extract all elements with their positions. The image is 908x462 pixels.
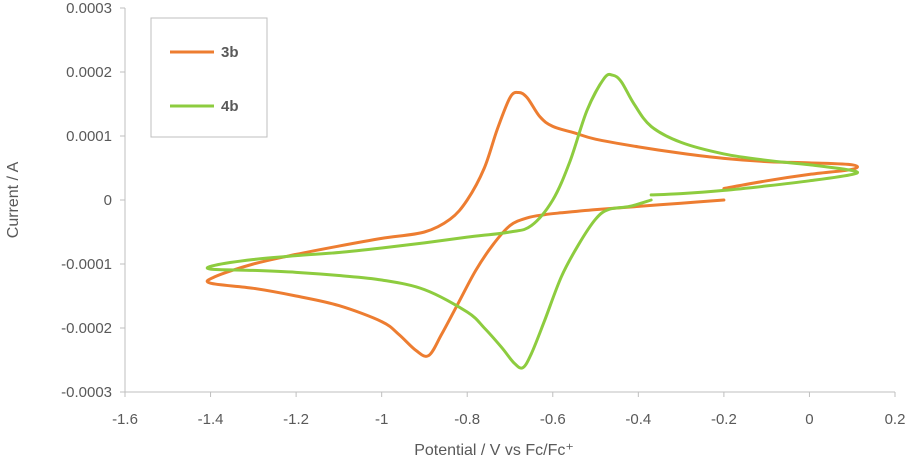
series-line-3b: [205, 90, 860, 358]
x-tick-label: 0.2: [885, 411, 906, 428]
y-tick-label: 0.0003: [66, 0, 112, 17]
x-tick-label: 0: [805, 411, 813, 428]
legend: 3b 4b: [150, 17, 268, 138]
x-tick-label: -0.8: [454, 411, 480, 428]
x-tick-label: -0.2: [711, 411, 737, 428]
tick-labels: -1.6 -1.4 -1.2 -1 -0.8 -0.6 -0.4 -0.2 0 0.2 -0.000…: [61, 0, 905, 428]
y-tick-label: -0.0002: [61, 320, 112, 337]
axes: [120, 7, 896, 397]
plot-lines: [205, 72, 860, 370]
legend-label-3b: 3b: [221, 44, 239, 61]
legend-box: [150, 17, 268, 138]
y-tick-label: 0.0001: [66, 128, 112, 145]
x-tick-label: -0.6: [540, 411, 566, 428]
y-tick-label: 0.0002: [66, 64, 112, 81]
y-tick-label: 0: [104, 192, 112, 209]
x-tick-label: -1.2: [283, 411, 309, 428]
y-tick-label: -0.0003: [61, 384, 112, 401]
x-axis-title: Potential / V vs Fc/Fc⁺: [414, 442, 574, 459]
x-tick-label: -1.4: [198, 411, 224, 428]
x-tick-label: -0.4: [625, 411, 651, 428]
series-line-4b: [205, 72, 860, 370]
x-tick-label: -1.6: [112, 411, 138, 428]
legend-label-4b: 4b: [221, 98, 239, 115]
x-tick-label: -1: [375, 411, 388, 428]
y-tick-label: -0.0001: [61, 256, 112, 273]
y-axis-title: Current / A: [5, 161, 22, 238]
